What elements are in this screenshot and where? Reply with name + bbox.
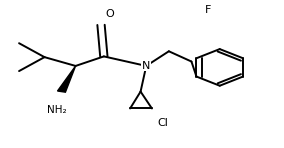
- Text: O: O: [105, 9, 114, 19]
- Text: NH₂: NH₂: [47, 105, 67, 115]
- Polygon shape: [57, 66, 76, 92]
- Text: N: N: [142, 61, 151, 71]
- Text: Cl: Cl: [158, 118, 169, 128]
- Text: F: F: [205, 5, 212, 15]
